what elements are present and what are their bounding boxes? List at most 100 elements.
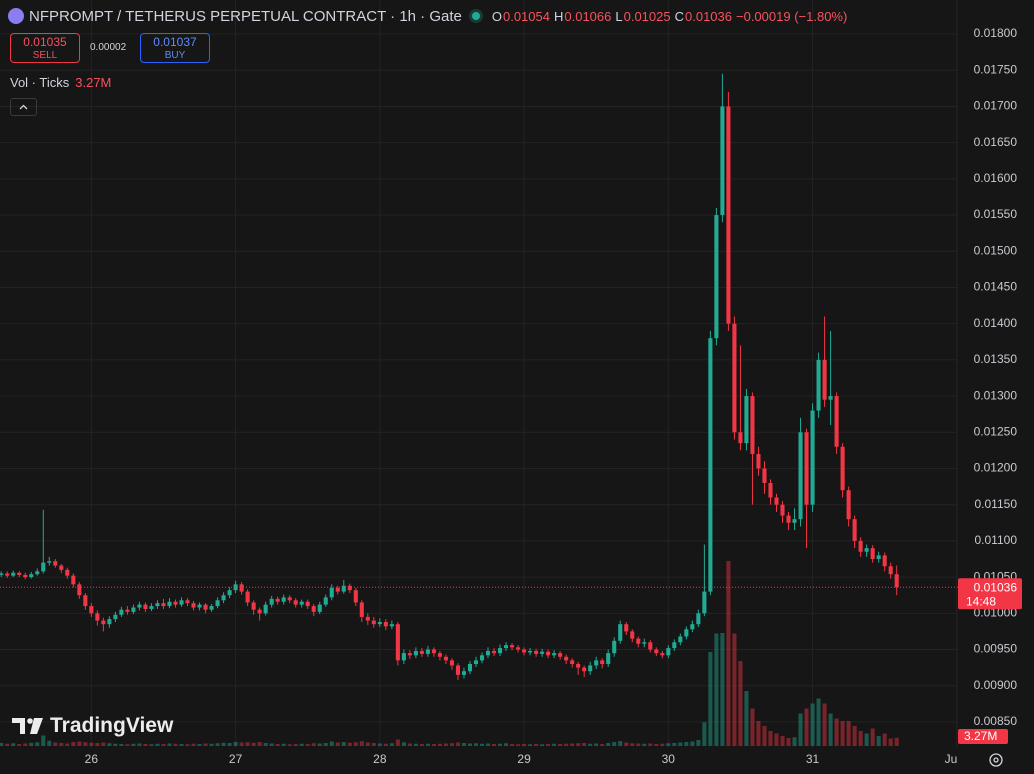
volume-bar [792, 737, 797, 746]
candle-body [305, 601, 310, 607]
volume-bar [5, 743, 10, 746]
y-tick-label: 0.01600 [974, 171, 1018, 185]
brand-name: TradingView [50, 714, 174, 737]
x-tick-label: Ju [945, 752, 958, 766]
candle-body [341, 585, 346, 592]
volume-bar [666, 743, 671, 746]
buy-label: BUY [164, 50, 186, 61]
candle-body [47, 561, 52, 563]
ohlc-label: O [491, 8, 502, 24]
volume-bar [0, 743, 4, 746]
candle-body [606, 653, 611, 665]
ohlc-label: C [674, 8, 684, 24]
brand-icon [12, 718, 43, 734]
volume-bar [47, 740, 52, 746]
candle-body [113, 614, 118, 620]
candle-body [245, 591, 250, 603]
symbol-icon [8, 8, 24, 24]
volume-bar [714, 633, 719, 746]
sell-button[interactable]: 0.01035 SELL [10, 33, 80, 63]
volume-bar [263, 743, 268, 746]
candle-body [510, 645, 515, 648]
volume-bar [864, 733, 869, 746]
buy-button[interactable]: 0.01037 BUY [140, 33, 210, 63]
volume-bar [497, 743, 503, 746]
brand-logo[interactable]: TradingView [12, 714, 173, 738]
sell-label: SELL [32, 50, 58, 61]
volume-bar [221, 742, 226, 746]
candle-body [299, 601, 304, 605]
volume-bar [876, 736, 881, 746]
candle-body [828, 396, 833, 400]
candle-body [293, 600, 298, 605]
candle-body [660, 653, 665, 656]
volume-bar [335, 742, 340, 746]
x-tick-label: 29 [517, 752, 531, 766]
candle-body [5, 573, 10, 576]
ohlc-value: 0.01025 [623, 8, 671, 24]
candle-body [359, 602, 364, 617]
y-tick-label: 0.01650 [974, 135, 1018, 149]
symbol-title[interactable]: NFPROMPT / TETHERUS PERPETUAL CONTRACT ·… [29, 7, 462, 25]
candle-body [41, 562, 46, 572]
candle-body [395, 624, 400, 661]
candle-body [53, 561, 58, 566]
spread: 0.00002 [90, 42, 127, 53]
volume-bar [504, 743, 509, 746]
candle-body [209, 606, 214, 610]
candle-body [437, 653, 442, 657]
candle-body [353, 590, 358, 603]
chevron-icon [19, 104, 28, 110]
candle-body [636, 638, 641, 644]
volume-bar [77, 741, 82, 746]
y-tick-label: 0.01800 [974, 26, 1018, 40]
candle-body [528, 650, 533, 653]
candle-body [473, 660, 479, 665]
volume-bar [810, 703, 815, 746]
candle-body [618, 624, 623, 641]
settings-icon[interactable] [984, 748, 1008, 772]
volume-bar [768, 731, 773, 746]
chart-header: NFPROMPT / TETHERUS PERPETUAL CONTRACT ·… [8, 6, 847, 26]
candle-body [690, 624, 695, 630]
volume-bar [161, 744, 166, 746]
volume-bar [816, 698, 821, 746]
candle-body [11, 572, 16, 576]
candle-body [576, 664, 581, 668]
y-tick-label: 0.01500 [974, 243, 1018, 257]
volume-bar [630, 743, 635, 746]
y-tick-label: 0.01300 [974, 388, 1018, 402]
volume-bar [269, 743, 274, 746]
volume-bar [756, 721, 761, 746]
candle-body [365, 616, 370, 621]
collapse-button[interactable] [10, 98, 37, 116]
candle-body [756, 454, 761, 469]
volume-bar [311, 743, 316, 746]
volume-bar [780, 736, 785, 746]
volume-bar [618, 741, 623, 746]
volume-bar [377, 743, 382, 746]
volume-bar [600, 744, 605, 746]
volume-bar [522, 744, 527, 746]
volume-bar [546, 744, 551, 746]
volume-bar [23, 743, 28, 746]
volume-bar [293, 744, 298, 746]
volume-bar [510, 744, 515, 746]
candle-body [479, 655, 485, 661]
candle-body [624, 624, 629, 632]
volume-bar [636, 743, 641, 746]
candle-body [311, 606, 316, 612]
volume-tag-label: 3.27M [964, 729, 997, 743]
volume-bar [720, 633, 725, 746]
volume-bar [491, 744, 497, 746]
volume-bar [828, 713, 833, 746]
candle-body [540, 651, 545, 654]
candle-body [534, 650, 539, 654]
candle-body [143, 604, 148, 609]
candle-body [714, 215, 719, 339]
volume-bar [95, 743, 100, 746]
volume-bar [155, 743, 160, 746]
candle-body [35, 571, 40, 575]
